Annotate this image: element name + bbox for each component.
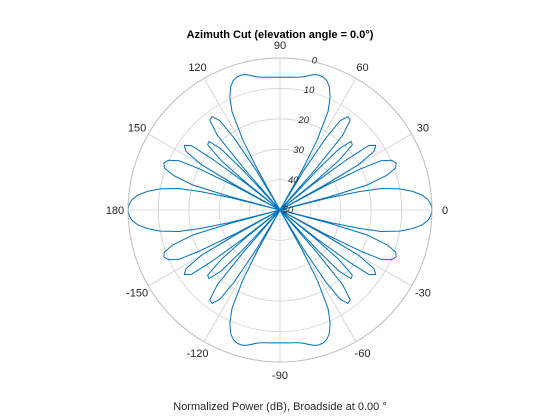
- radial-tick-label: 30: [293, 145, 304, 156]
- radial-tick-label: 20: [298, 115, 310, 126]
- angle-tick-label: 0: [442, 205, 448, 217]
- angle-tick-labels: 0 30 60 90 120 150 180 -150 -120 -90 -60 -30: [106, 40, 448, 382]
- polar-outline: [127, 57, 433, 363]
- angle-tick-label: 60: [356, 62, 368, 74]
- radial-tick-labels: 0 10 20 30 40 50: [283, 55, 318, 216]
- radial-tick-label: 40: [288, 175, 299, 186]
- polar-axes: 0 30 60 90 120 150 180 -150 -120 -90 -60 -30 0 10 20 3…: [106, 40, 448, 382]
- angle-tick-label: -150: [126, 288, 148, 300]
- radial-tick-label: 10: [304, 85, 315, 96]
- radial-tick-label: 0: [312, 55, 318, 66]
- angle-tick-label: 90: [274, 40, 286, 52]
- angle-tick-label: 120: [188, 62, 206, 74]
- angle-tick-label: 180: [106, 205, 124, 217]
- angle-tick-label: -30: [415, 288, 431, 300]
- x-axis-label: Normalized Power (dB), Broadside at 0.00…: [173, 401, 387, 413]
- chart-title: Azimuth Cut (elevation angle = 0.0°): [187, 29, 374, 41]
- radial-tick-label: 50: [283, 205, 294, 216]
- angle-tick-label: -120: [186, 348, 208, 360]
- angle-tick-label: 30: [417, 123, 429, 135]
- angle-tick-label: -90: [272, 370, 288, 382]
- angle-tick-label: 150: [128, 123, 146, 135]
- angle-tick-label: -60: [355, 348, 371, 360]
